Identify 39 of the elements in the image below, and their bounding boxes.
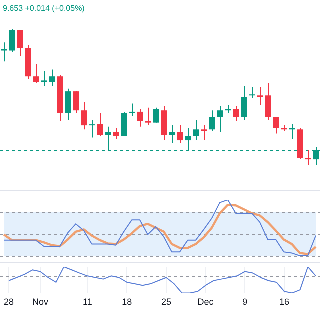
candlestick [41, 70, 47, 87]
candlestick [9, 28, 15, 53]
candlestick [33, 64, 39, 84]
x-tick-label: Nov [32, 297, 49, 308]
candlestick [113, 128, 119, 140]
candlestick [73, 91, 79, 114]
candlestick [49, 69, 55, 87]
candlestick [1, 42, 7, 62]
candlestick [89, 120, 95, 138]
text: 9.653 +0.014 (+0.05%) [3, 4, 86, 14]
x-tick-label: 28 [4, 297, 14, 308]
candlestick [65, 88, 71, 121]
candlestick [217, 106, 223, 133]
candlestick [177, 125, 183, 144]
x-tick-label: 25 [161, 297, 172, 308]
candlestick [249, 86, 255, 99]
x-tick-label: 16 [280, 297, 290, 308]
candlestick [169, 125, 175, 144]
candlestick [305, 150, 311, 166]
candlestick [233, 106, 239, 122]
x-tick-label: 11 [83, 297, 92, 308]
candlestick [265, 82, 271, 121]
candlestick [209, 110, 215, 132]
candlestick [153, 107, 159, 124]
candlestick [121, 111, 127, 137]
x-tick-label: 18 [122, 297, 132, 308]
candlestick [17, 30, 23, 57]
candlestick [273, 116, 279, 134]
candlestick [193, 120, 199, 142]
candlestick [129, 103, 135, 117]
x-tick-label: 9 [242, 297, 248, 308]
candlestick [201, 125, 207, 142]
candlestick [257, 86, 263, 106]
candlestick [137, 108, 143, 128]
candlestick [145, 107, 151, 126]
candlestick [241, 86, 247, 121]
candlestick [97, 112, 103, 137]
candlestick [81, 102, 87, 130]
x-tick-label: Dec [198, 297, 214, 308]
